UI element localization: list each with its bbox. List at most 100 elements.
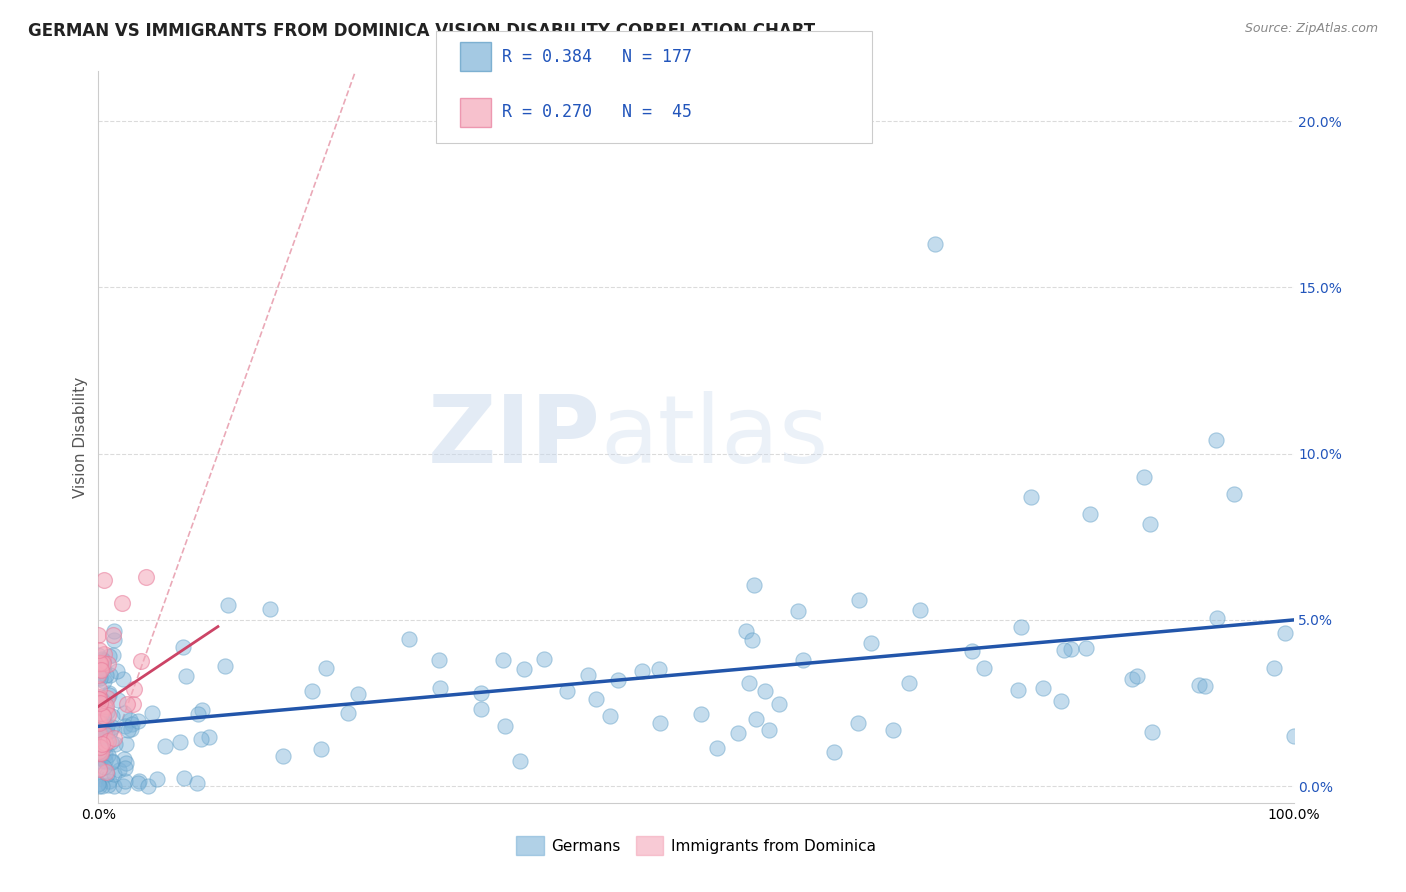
Point bbox=[153, 739, 176, 754]
Point bbox=[117, 697, 139, 711]
Point bbox=[470, 702, 492, 716]
Point bbox=[741, 633, 763, 648]
Point bbox=[186, 776, 208, 790]
Point bbox=[427, 653, 450, 667]
Point bbox=[127, 714, 149, 728]
Point bbox=[87, 776, 110, 790]
Point bbox=[87, 744, 110, 758]
Point bbox=[117, 723, 139, 737]
Point bbox=[198, 730, 221, 744]
Point bbox=[98, 648, 121, 663]
Point bbox=[96, 719, 118, 733]
Point bbox=[1133, 470, 1156, 484]
Point bbox=[98, 774, 121, 789]
Point bbox=[1080, 507, 1102, 521]
Point bbox=[1007, 683, 1029, 698]
Point bbox=[94, 765, 117, 780]
Point bbox=[129, 654, 152, 668]
Point bbox=[1142, 725, 1164, 739]
Point bbox=[1125, 669, 1147, 683]
Point bbox=[346, 687, 368, 701]
Point bbox=[89, 779, 111, 793]
Point bbox=[1010, 620, 1032, 634]
Point bbox=[1074, 640, 1097, 655]
Point bbox=[908, 603, 931, 617]
Point bbox=[103, 766, 125, 780]
Point bbox=[398, 632, 420, 647]
Point bbox=[98, 686, 121, 700]
Point bbox=[93, 747, 115, 761]
Point bbox=[103, 779, 125, 793]
Point bbox=[100, 735, 122, 749]
Point bbox=[135, 570, 157, 584]
Point bbox=[90, 728, 112, 742]
Point bbox=[90, 751, 112, 765]
Text: R = 0.270   N =  45: R = 0.270 N = 45 bbox=[502, 103, 692, 121]
Point bbox=[87, 700, 110, 714]
Point bbox=[101, 756, 124, 770]
Point bbox=[94, 698, 117, 713]
Text: GERMAN VS IMMIGRANTS FROM DOMINICA VISION DISABILITY CORRELATION CHART: GERMAN VS IMMIGRANTS FROM DOMINICA VISIO… bbox=[28, 22, 815, 40]
Point bbox=[91, 779, 114, 793]
Point bbox=[758, 723, 780, 737]
Point bbox=[101, 754, 124, 768]
Point bbox=[190, 703, 212, 717]
Point bbox=[91, 693, 114, 707]
Point bbox=[112, 672, 135, 686]
Point bbox=[87, 744, 110, 758]
Point bbox=[1194, 679, 1216, 693]
Point bbox=[87, 750, 110, 764]
Point bbox=[87, 716, 110, 731]
Point bbox=[122, 681, 145, 696]
Point bbox=[120, 714, 142, 728]
Point bbox=[87, 648, 110, 662]
Point bbox=[89, 739, 111, 753]
Point bbox=[337, 706, 360, 721]
Point bbox=[114, 719, 136, 733]
Point bbox=[787, 604, 810, 618]
Point bbox=[87, 700, 110, 714]
Point bbox=[97, 747, 120, 762]
Point bbox=[792, 653, 814, 667]
Point bbox=[112, 706, 135, 720]
Point bbox=[114, 760, 136, 774]
Point bbox=[494, 719, 516, 733]
Point bbox=[1205, 434, 1227, 448]
Point bbox=[727, 725, 749, 739]
Point bbox=[114, 737, 136, 751]
Point bbox=[87, 728, 110, 742]
Point bbox=[90, 706, 112, 720]
Point bbox=[555, 683, 578, 698]
Point bbox=[97, 708, 120, 723]
Point bbox=[738, 675, 761, 690]
Point bbox=[882, 723, 904, 737]
Point bbox=[87, 692, 110, 706]
Point bbox=[107, 763, 129, 777]
Point bbox=[141, 706, 163, 721]
Point bbox=[89, 730, 111, 744]
Point bbox=[93, 723, 115, 737]
Point bbox=[87, 643, 110, 657]
Point bbox=[89, 696, 111, 710]
Point bbox=[89, 708, 111, 723]
Point bbox=[271, 748, 294, 763]
Point bbox=[93, 759, 115, 773]
Point bbox=[87, 682, 110, 697]
Point bbox=[122, 697, 145, 711]
Point bbox=[87, 754, 110, 768]
Point bbox=[101, 720, 124, 734]
Point bbox=[101, 708, 124, 723]
Point bbox=[96, 667, 118, 681]
Point bbox=[960, 643, 983, 657]
Point bbox=[87, 727, 110, 741]
Point bbox=[96, 705, 118, 719]
Point bbox=[93, 724, 115, 739]
Point bbox=[93, 657, 115, 671]
Point bbox=[606, 673, 628, 687]
Point bbox=[127, 776, 149, 790]
Point bbox=[98, 667, 121, 681]
Point bbox=[315, 661, 337, 675]
Point bbox=[103, 731, 125, 745]
Point bbox=[91, 656, 114, 670]
Point bbox=[259, 602, 281, 616]
